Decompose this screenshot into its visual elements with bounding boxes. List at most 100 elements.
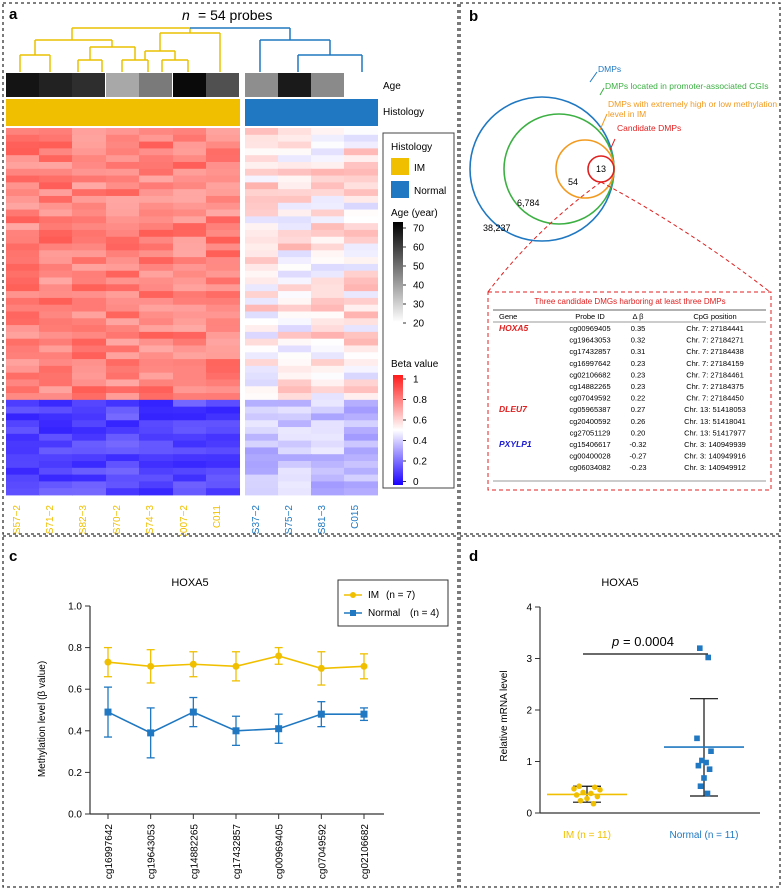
heatmap-cell	[206, 488, 240, 496]
heatmap-cells	[6, 128, 378, 496]
c-y-tick-label: 0.4	[68, 726, 82, 737]
heatmap-cell	[344, 161, 378, 170]
heatmap-cell	[344, 447, 378, 455]
heatmap-cell	[173, 393, 207, 401]
c-x-tick-label: cg07049592	[317, 824, 328, 879]
heatmap-cell	[311, 393, 345, 401]
heatmap-cell	[39, 467, 73, 476]
c-y-tick-label: 0.2	[68, 768, 82, 779]
heatmap-cell	[173, 488, 207, 496]
heatmap-cell	[72, 352, 106, 360]
heatmap-cell	[311, 413, 345, 421]
d-point-im	[571, 785, 577, 792]
heatmap-cell	[72, 393, 106, 401]
legend-c-box	[337, 579, 449, 627]
heatmap-cell	[311, 195, 345, 204]
heatmap-cell	[278, 250, 312, 258]
heatmap-cell	[344, 195, 378, 204]
heatmap-cell	[344, 318, 378, 326]
heatmap-cell	[6, 161, 40, 170]
heatmap-cell	[311, 311, 345, 319]
heatmap-cell	[173, 257, 207, 265]
heatmap-cell	[39, 345, 73, 353]
heatmap-cell	[278, 331, 312, 340]
heatmap-cell	[206, 148, 240, 156]
heatmap-cell	[311, 325, 345, 333]
histology-bar-im	[6, 99, 240, 126]
heatmap-cell	[206, 161, 240, 170]
sample-label: C011	[212, 505, 223, 529]
heatmap-cell	[72, 345, 106, 353]
heatmap-cell	[206, 461, 240, 469]
legend-im-swatch	[391, 158, 409, 175]
heatmap-cell	[39, 454, 73, 462]
age-cell	[72, 73, 105, 97]
dmg-table-rows: HOXA5 cg00969405 0.35 Chr. 7: 27184441 cg196…	[499, 323, 746, 472]
heatmap-cell	[245, 372, 279, 380]
heatmap-cell	[344, 338, 378, 346]
heatmap-cell	[206, 229, 240, 238]
heatmap-cell	[278, 202, 312, 210]
dmg-pos: Chr. 7: 27184375	[686, 382, 744, 391]
heatmap-cell	[72, 454, 106, 462]
heatmap-cell	[139, 182, 173, 190]
heatmap-cell	[6, 148, 40, 156]
heatmap-cell	[206, 331, 240, 340]
c-y-tick-label: 0.6	[68, 685, 82, 696]
heatmap-cell	[39, 474, 73, 482]
heatmap-cell	[311, 223, 345, 231]
heatmap-cell	[245, 263, 279, 272]
age-cell	[106, 73, 139, 97]
heatmap-cell	[311, 440, 345, 448]
dmg-probe: cg17432857	[569, 347, 610, 356]
heatmap-cell	[39, 155, 73, 163]
heatmap-cell	[311, 372, 345, 380]
heatmap-cell	[39, 420, 73, 428]
legend-c-normal-name: Normal	[368, 608, 400, 619]
heatmap-cell	[139, 338, 173, 346]
heatmap-cell	[278, 128, 312, 136]
heatmap-cell	[106, 148, 140, 156]
dmg-pos: Chr. 7: 27184450	[686, 394, 744, 403]
heatmap-cell	[245, 189, 279, 197]
dmg-gene: PXYLP1	[499, 439, 532, 449]
heatmap-cell	[139, 352, 173, 360]
heatmap-cell	[39, 134, 73, 142]
heatmap-cell	[206, 277, 240, 285]
heatmap-cell	[311, 359, 345, 367]
dmg-probe: cg20400592	[569, 417, 610, 426]
heatmap-cell	[344, 359, 378, 367]
heatmap-cell	[39, 399, 73, 408]
chart-d-title: HOXA5	[601, 577, 638, 589]
heatmap-cell	[6, 331, 40, 340]
heatmap-cell	[245, 331, 279, 340]
heatmap-cell	[6, 297, 40, 306]
heatmap-cell	[39, 291, 73, 299]
heatmap-cell	[245, 250, 279, 258]
heatmap-cell	[173, 359, 207, 367]
heatmap-cell	[344, 155, 378, 163]
heatmap-cell	[39, 304, 73, 312]
d-point-normal	[695, 762, 702, 769]
heatmap-cell	[72, 467, 106, 476]
heatmap-cell	[39, 236, 73, 244]
heatmap-cell	[278, 236, 312, 244]
heatmap-cell	[206, 454, 240, 462]
heatmap-cell	[344, 128, 378, 136]
heatmap-cell	[6, 467, 40, 476]
heatmap-cell	[72, 257, 106, 265]
heatmap-cell	[344, 250, 378, 258]
heatmap-cell	[72, 175, 106, 183]
heatmap-cell	[106, 189, 140, 197]
heatmap-cell	[39, 433, 73, 442]
heatmap-cell	[245, 128, 279, 136]
heatmap-cell	[6, 393, 40, 401]
age-tick-label: 20	[413, 319, 425, 330]
heatmap-cell	[245, 202, 279, 210]
pvalue-p: p	[611, 634, 619, 649]
legend-normal-swatch	[391, 181, 409, 198]
heatmap-cell	[206, 365, 240, 374]
d-point-im	[597, 787, 603, 793]
heatmap-cell	[311, 270, 345, 278]
heatmap-cell	[278, 454, 312, 462]
